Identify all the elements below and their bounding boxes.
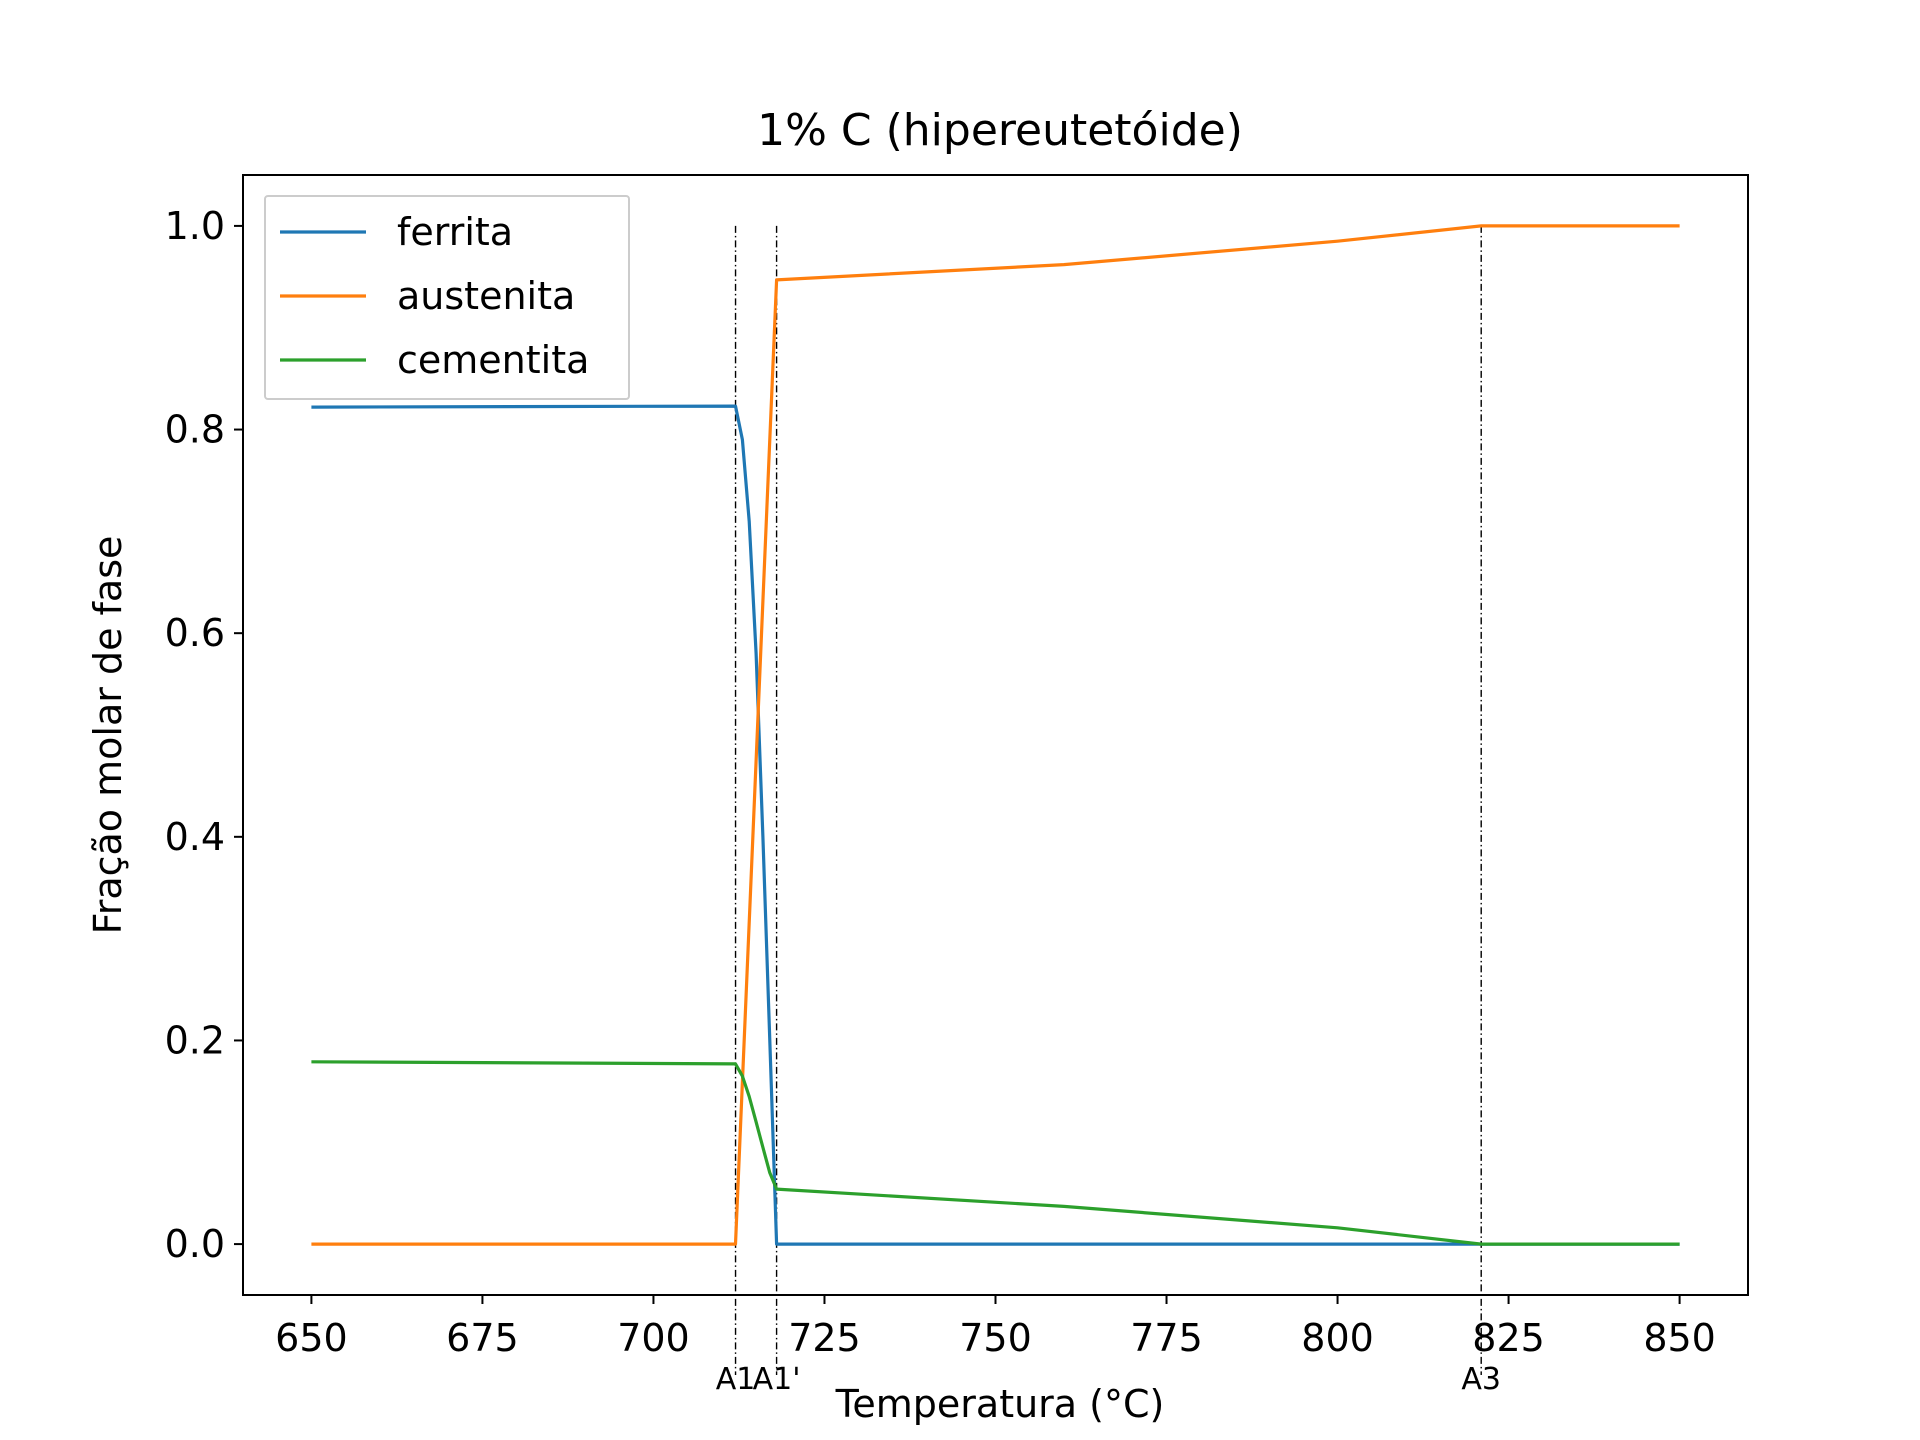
y-axis-label: Fração molar de fase [86,536,130,935]
y-tick-label: 0.6 [165,611,225,655]
y-tick-label: 0.2 [165,1018,225,1062]
x-tick-label: 650 [275,1316,348,1360]
legend-box [264,195,630,400]
x-axis-label: Temperatura (°C) [835,1382,1165,1426]
x-tick-label: 675 [446,1316,519,1360]
x-tick-label: 800 [1301,1316,1374,1360]
x-axis-ticks: 650 675 700 725 750 775 800 825 850 [275,1295,1716,1360]
reference-line-label: A3 [1461,1362,1501,1397]
legend: ferrita austenita cementita [264,195,630,400]
x-tick-label: 700 [617,1316,690,1360]
y-tick-label: 0.8 [165,408,225,452]
y-tick-label: 0.4 [165,815,225,859]
y-axis-ticks: 0.0 0.2 0.4 0.6 0.8 1.0 [165,204,243,1266]
x-tick-label: 850 [1643,1316,1716,1360]
x-tick-label: 750 [959,1316,1032,1360]
legend-label-austenita: austenita [397,274,575,318]
reference-line-label: A1' [753,1362,801,1397]
series-line-ferrita [311,404,1680,1246]
x-tick-label: 725 [788,1316,861,1360]
legend-label-ferrita: ferrita [397,210,513,254]
reference-lines [734,225,1482,1375]
x-tick-label: 775 [1130,1316,1203,1360]
y-tick-label: 1.0 [165,204,225,248]
chart-title: 1% C (hipereutetóide) [757,105,1243,156]
series-line-cementita [311,1060,1680,1246]
legend-entries: ferrita austenita cementita [280,210,589,382]
series-line-austenita [311,224,1680,1246]
x-tick-label: 825 [1472,1316,1545,1360]
y-tick-label: 0.0 [165,1222,225,1266]
series-lines [311,224,1680,1246]
reference-line-label: A1 [716,1362,756,1397]
plot-area [311,224,1680,1375]
legend-label-cementita: cementita [397,338,589,382]
